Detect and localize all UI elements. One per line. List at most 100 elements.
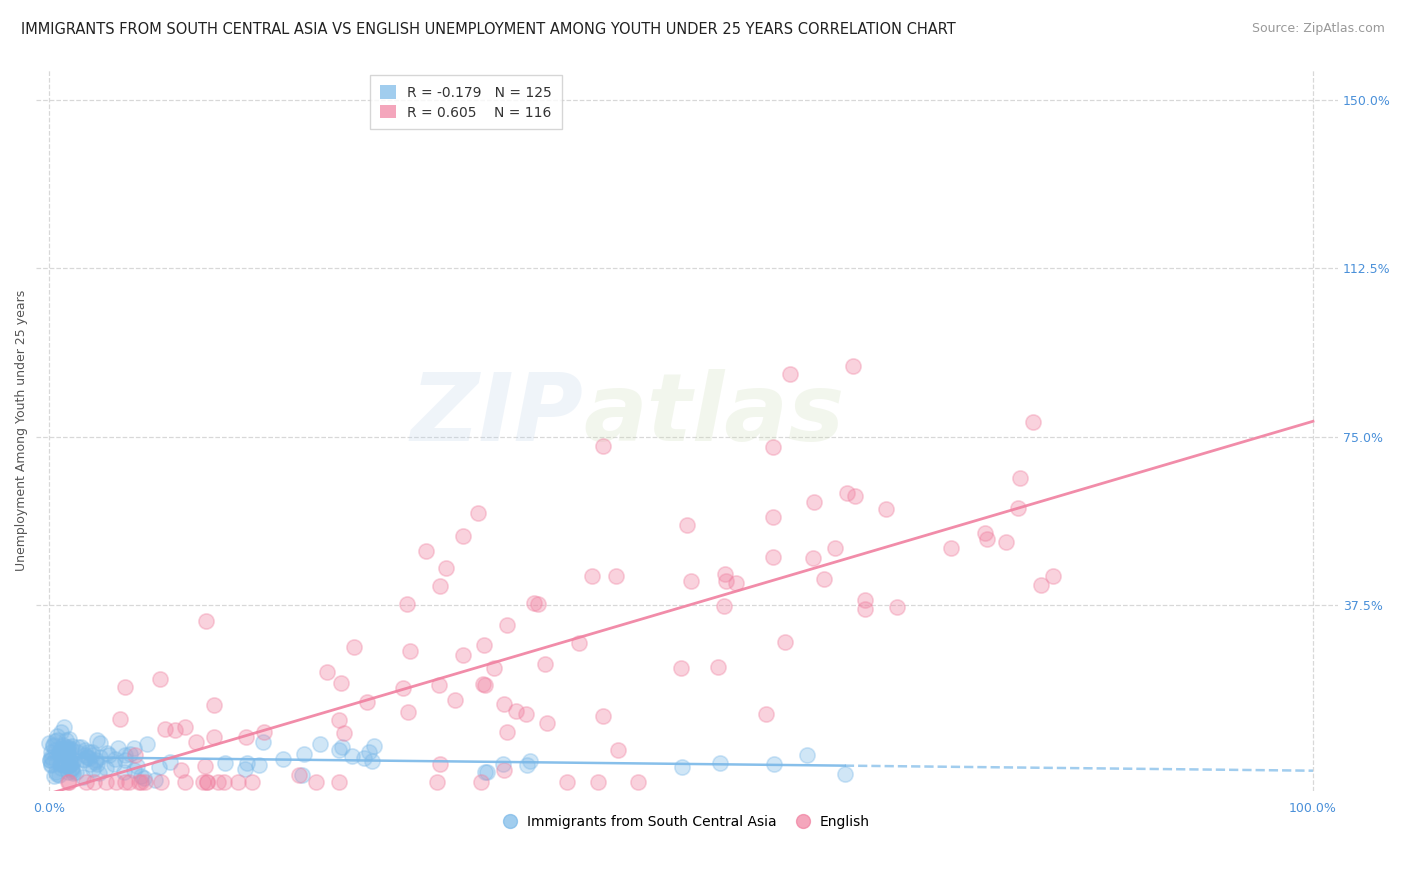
Point — [555, 775, 578, 789]
Text: IMMIGRANTS FROM SOUTH CENTRAL ASIA VS ENGLISH UNEMPLOYMENT AMONG YOUTH UNDER 25 : IMMIGRANTS FROM SOUTH CENTRAL ASIA VS EN… — [21, 22, 956, 37]
Point — [191, 775, 214, 789]
Point — [59, 762, 82, 776]
Point — [494, 763, 516, 777]
Point — [803, 495, 825, 509]
Point — [824, 541, 846, 555]
Point — [1010, 471, 1032, 485]
Point — [112, 764, 135, 779]
Point — [202, 698, 225, 712]
Point — [56, 759, 79, 773]
Point — [86, 733, 108, 747]
Point — [44, 734, 66, 748]
Point — [357, 745, 380, 759]
Point — [49, 742, 72, 756]
Point — [474, 764, 496, 779]
Point — [129, 769, 152, 783]
Text: ZIP: ZIP — [411, 369, 583, 461]
Point — [80, 745, 103, 759]
Point — [676, 517, 699, 532]
Point — [58, 747, 80, 762]
Point — [56, 765, 79, 780]
Point — [55, 744, 77, 758]
Point — [519, 754, 541, 768]
Point — [271, 752, 294, 766]
Point — [444, 693, 467, 707]
Point — [472, 676, 495, 690]
Point — [105, 775, 128, 789]
Point — [89, 736, 111, 750]
Point — [475, 764, 498, 779]
Point — [96, 761, 118, 775]
Point — [876, 502, 898, 516]
Point — [60, 739, 83, 753]
Point — [451, 648, 474, 662]
Point — [194, 759, 217, 773]
Point — [84, 756, 107, 770]
Point — [472, 638, 495, 652]
Point — [796, 748, 818, 763]
Point — [939, 541, 962, 555]
Point — [713, 599, 735, 614]
Point — [55, 733, 77, 747]
Point — [586, 775, 609, 789]
Point — [73, 753, 96, 767]
Point — [134, 775, 156, 789]
Legend: Immigrants from South Central Asia, English: Immigrants from South Central Asia, Engl… — [499, 810, 876, 835]
Point — [534, 657, 557, 672]
Point — [1007, 501, 1029, 516]
Point — [39, 753, 62, 767]
Point — [41, 752, 63, 766]
Point — [42, 738, 65, 752]
Point — [83, 775, 105, 789]
Point — [716, 574, 738, 588]
Point — [53, 741, 76, 756]
Point — [52, 755, 75, 769]
Point — [104, 752, 127, 766]
Point — [467, 506, 489, 520]
Point — [853, 593, 876, 607]
Point — [842, 359, 865, 373]
Point — [356, 695, 378, 709]
Point — [773, 634, 796, 648]
Point — [328, 713, 350, 727]
Point — [207, 775, 229, 789]
Point — [132, 771, 155, 785]
Point — [834, 767, 856, 781]
Point — [114, 753, 136, 767]
Point — [429, 579, 451, 593]
Point — [353, 751, 375, 765]
Point — [38, 736, 60, 750]
Point — [66, 745, 89, 759]
Point — [107, 740, 129, 755]
Point — [505, 705, 527, 719]
Point — [523, 597, 546, 611]
Point — [49, 756, 72, 770]
Point — [679, 574, 702, 589]
Point — [470, 775, 492, 789]
Point — [52, 757, 75, 772]
Point — [118, 747, 141, 762]
Point — [316, 665, 339, 679]
Point — [41, 745, 63, 759]
Point — [236, 756, 259, 770]
Point — [581, 568, 603, 582]
Point — [399, 644, 422, 658]
Point — [56, 747, 79, 762]
Point — [89, 750, 111, 764]
Point — [671, 760, 693, 774]
Point — [55, 756, 77, 770]
Point — [73, 748, 96, 763]
Point — [328, 775, 350, 789]
Point — [170, 763, 193, 777]
Point — [72, 770, 94, 784]
Point — [59, 755, 82, 769]
Point — [1031, 578, 1053, 592]
Point — [58, 758, 80, 772]
Point — [515, 707, 537, 722]
Point — [709, 756, 731, 771]
Point — [58, 732, 80, 747]
Point — [995, 534, 1018, 549]
Point — [1021, 416, 1043, 430]
Point — [194, 614, 217, 628]
Point — [114, 680, 136, 694]
